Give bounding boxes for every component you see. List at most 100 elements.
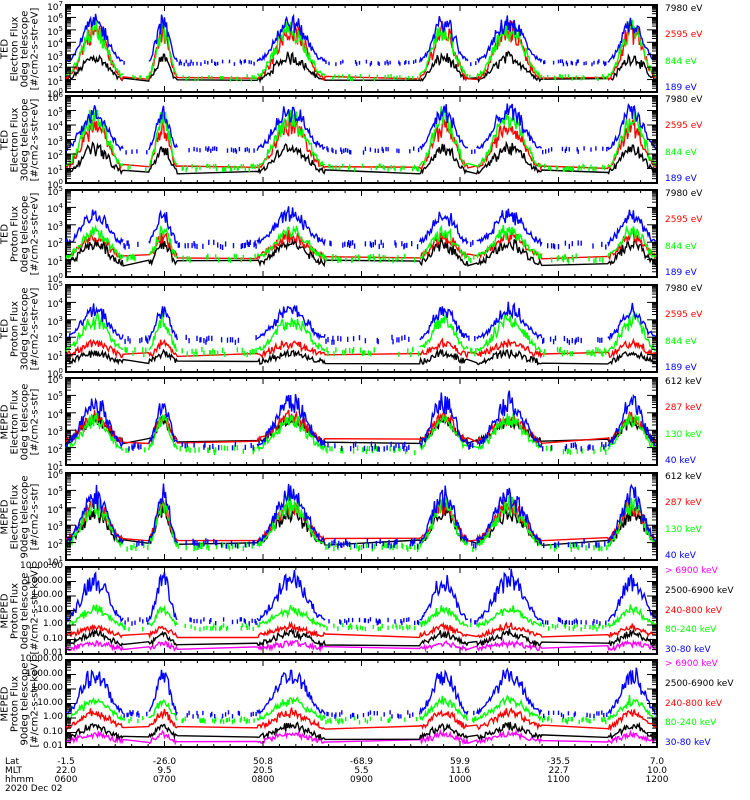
y-axis-title: MEPED Electron Flux 90deg telescope [#/cm2-… [0,473,44,560]
legend-entry: > 6900 keV [665,659,718,669]
tick-exponent: 1 [58,254,63,263]
tick-base: 10 [47,166,59,177]
tick-base: 10 [47,540,59,551]
y-tick-label: 104 [0,502,63,517]
series-line-ted-proton-30deg-2 [65,310,657,358]
series-line-meped-proton-0deg-0 [65,637,657,653]
series-line-meped-proton-90deg-1 [65,721,657,742]
y-tick-label: 101 [0,349,63,364]
y-tick-label: 105 [0,279,63,294]
y-axis-title-line: [#/cm2-s-str] [29,388,40,455]
series-line-ted-proton-30deg-0 [65,348,657,366]
tick-base: 10 [47,275,59,285]
y-tick-label: 102 [0,537,63,552]
legend-entry: 844 eV [665,56,697,67]
y-tick-label: 10000.00 [20,654,63,664]
y-tick-label: 10.00 [37,697,63,708]
y-tick-label: 101 [0,459,63,474]
series-line-ted-electron-30deg-2 [65,106,657,173]
legend-entry: 287 keV [665,498,702,509]
x-tick-label: 59.9 [449,757,471,767]
y-axis-title-line: Electron Flux [9,389,20,454]
series-line-ted-electron-0deg-3 [65,13,657,67]
series-line-ted-proton-30deg-1 [65,337,657,359]
y-axis-title-line: MEPED [0,686,10,721]
legend-entry: 7980 eV [665,4,703,14]
legend-entry: 844 eV [665,147,697,158]
y-tick-label: 106 [0,467,63,482]
x-tick-label: 20.5 [252,766,274,776]
tick-base: 10 [47,65,59,76]
tick-exponent: 3 [58,520,63,529]
tick-base: 10 [47,445,59,456]
y-tick-label: 102 [0,148,63,163]
tick-base: 10 [47,108,59,119]
series-line-meped-proton-90deg-2 [65,707,657,732]
tick-exponent: 1 [58,555,63,563]
tick-exponent: 1 [58,163,63,172]
y-axis-title: MEPED Electron Flux 0deg telescope [#/cm2-s… [0,378,44,465]
y-axis-title-line: MEPED [0,593,10,628]
y-tick-label: 10.00 [37,604,63,615]
x-axis-row-name: MLT [5,766,23,776]
series-line-meped-electron-90deg-1 [65,495,657,544]
tick-base: 10 [47,410,59,421]
y-axis-title-line: Proton Flux [9,300,20,357]
y-tick-label: 1.00 [42,712,63,722]
legend-entry: 80-240 keV [665,625,717,636]
tick-exponent: 6 [58,12,63,21]
y-axis-title-line: Proton Flux [9,675,20,732]
tick-exponent: 4 [58,37,63,46]
y-axis-title-line: TED [0,318,10,339]
y-axis-title: TED Electron Flux 0deg telescope [#/cm2-s-s… [0,5,44,92]
legend-entry: 2595 eV [665,215,703,226]
legend-entry: 2500-6900 keV [665,678,734,689]
y-tick-label: 102 [0,236,63,251]
tick-base: 10 [47,77,59,88]
y-tick-label: 106 [0,372,63,387]
y-axis-title-line: [#/cm2-s-str-keV] [29,658,40,747]
y-axis-title-line: [#/cm2-s-str-eV] [29,192,40,275]
legend-entry: 130 keV [665,429,702,440]
legend-entry: 844 eV [665,336,697,347]
y-tick-label: 104 [0,36,63,51]
tick-base: 10 [47,505,59,516]
tick-exponent: 2 [58,149,63,157]
y-axis-title-line: [#/cm2-s-str-eV] [29,98,40,181]
y-tick-label: 104 [0,296,63,311]
y-tick-label: 101 [0,254,63,269]
x-tick-label: 5.5 [354,766,369,776]
tick-base: 10 [47,370,59,380]
y-tick-label: 105 [0,24,63,39]
y-axis-title: MEPED Proton Flux 90deg telescope [#/cm2-s-… [0,658,44,747]
series-line-ted-electron-30deg-3 [65,102,657,155]
panel-frame [65,189,658,278]
y-axis-title-line: [#/cm2-s-str-eV] [29,7,40,90]
tick-base: 10 [47,283,59,293]
y-tick-label: 103 [0,134,63,149]
series-line-meped-proton-0deg-2 [65,620,657,640]
legend-entry: 189 eV [665,268,697,278]
tick-base: 10 [47,317,59,328]
tick-exponent: 2 [58,332,63,341]
legend-entry: 612 keV [665,472,702,482]
legend-entry: 612 keV [665,377,702,387]
y-axis-title-line: [#/cm2-s-str-eV] [29,287,40,370]
y-tick-label: 1000.00 [25,668,63,679]
tick-exponent: 1 [58,349,63,358]
y-axis-title: MEPED Proton Flux 0deg telescope [#/cm2-s-s… [0,565,44,654]
tick-exponent: 4 [58,202,63,211]
legend-entry: 240-800 keV [665,698,723,709]
y-tick-label: 102 [0,442,63,457]
y-tick-label: 103 [0,519,63,534]
y-tick-label: 0.01 [42,741,63,751]
legend-entry: 240-800 keV [665,605,723,616]
y-tick-label: 1000.00 [25,575,63,586]
y-tick-label: 103 [0,49,63,64]
tick-base: 10 [47,222,59,233]
y-tick-label: 105 [0,484,63,499]
tick-exponent: 3 [58,425,63,434]
y-axis-title-line: [#/cm2-s-str-keV] [29,565,40,654]
y-axis-title-line: Electron Flux [9,484,20,549]
